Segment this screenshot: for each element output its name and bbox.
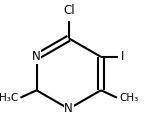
Text: H₃C: H₃C — [0, 93, 18, 103]
Text: CH₃: CH₃ — [119, 93, 139, 103]
Text: N: N — [64, 102, 73, 115]
Text: Cl: Cl — [63, 4, 75, 17]
Text: N: N — [32, 50, 41, 63]
Text: I: I — [121, 50, 124, 63]
